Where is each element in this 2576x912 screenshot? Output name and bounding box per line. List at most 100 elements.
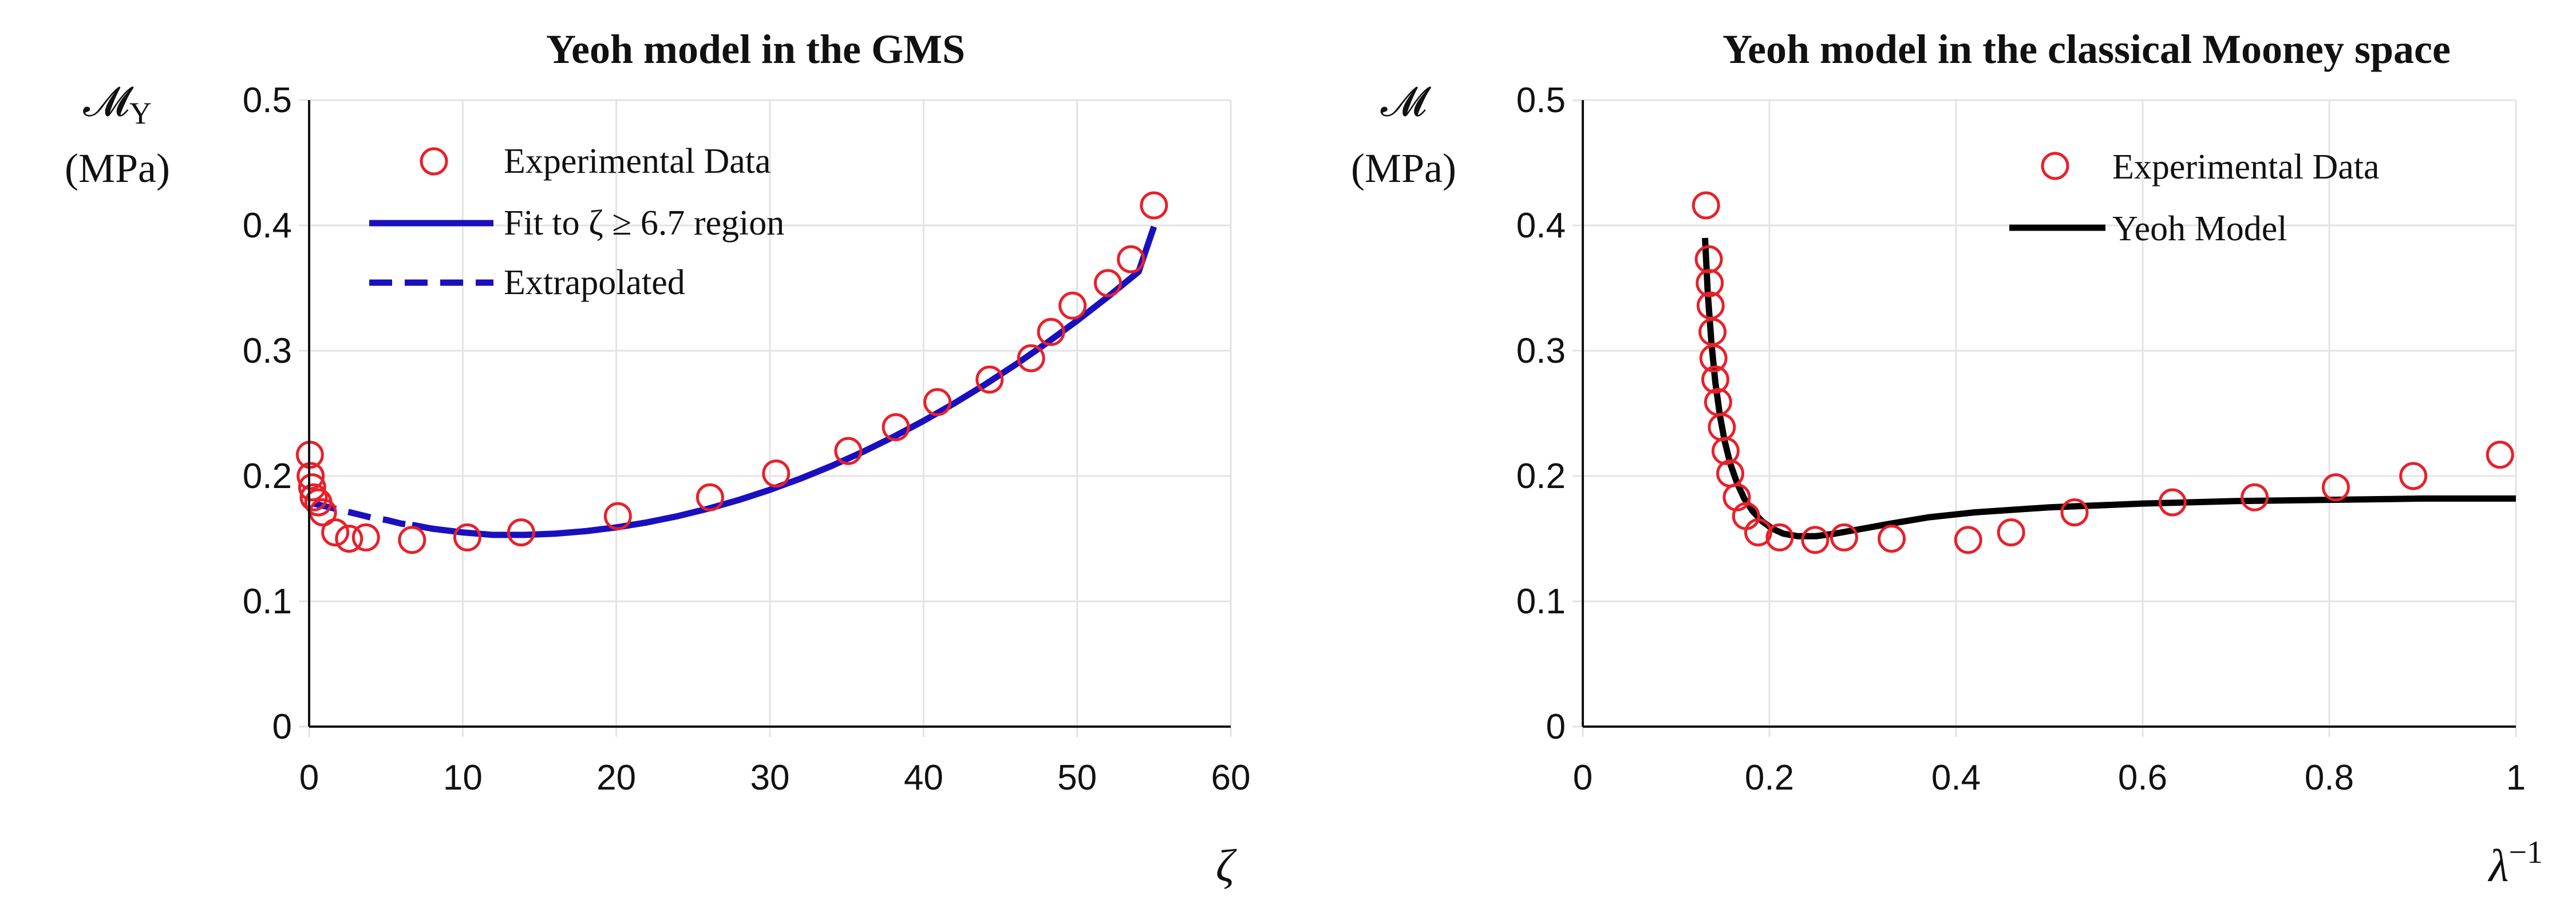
left-data-point <box>975 365 1004 394</box>
left-y-tick-label: 0.1 <box>243 582 292 621</box>
chart-gms: 0 0.1 0.2 0.3 0.4 0.5 0 10 20 30 40 50 60 Yeoh mode… <box>65 26 1250 891</box>
left-y-tick-label: 0.3 <box>243 331 292 371</box>
left-data-point <box>1117 245 1145 273</box>
right-x-tick-label: 0.8 <box>2305 758 2354 798</box>
left-data-point <box>309 498 337 527</box>
right-data-point <box>1696 269 1724 298</box>
left-y-label-symbol: 𝓜Y <box>83 79 152 130</box>
right-x-tick-labels: 0 0.2 0.4 0.6 0.8 1 <box>1573 758 2526 798</box>
left-x-tick-labels: 0 10 20 30 40 50 60 <box>299 758 1251 798</box>
right-data-point <box>1997 518 2025 547</box>
left-y-tick-label: 0.4 <box>243 206 292 245</box>
left-x-tick-label: 60 <box>1211 758 1251 798</box>
right-y-tick-label: 0.3 <box>1516 331 1566 371</box>
left-data-point <box>398 526 426 554</box>
right-data-point <box>1699 344 1728 372</box>
left-x-tick-label: 0 <box>299 758 319 798</box>
right-data-point <box>1744 518 1772 547</box>
left-data-point <box>882 413 910 442</box>
left-data-point <box>603 502 632 530</box>
left-x-tick-label: 30 <box>750 758 790 798</box>
left-y-tick-label: 0 <box>272 707 292 747</box>
right-x-tick-label: 0.4 <box>1931 758 1981 798</box>
left-y-tick-labels: 0 0.1 0.2 0.3 0.4 0.5 <box>243 81 292 747</box>
left-plot-marks <box>295 191 1168 554</box>
left-data-point <box>696 483 724 511</box>
right-y-tick-label: 0.4 <box>1516 206 1566 245</box>
left-data-point <box>923 388 951 417</box>
left-series-fit-line <box>411 225 1157 538</box>
left-data-point <box>453 523 481 552</box>
left-data-point <box>1017 344 1045 372</box>
left-y-label-sub: Y <box>129 96 152 130</box>
right-data-point <box>2486 441 2514 469</box>
right-x-tick-label: 0.6 <box>2118 758 2167 798</box>
left-legend-marker-experimental <box>420 147 448 176</box>
right-x-tick-label: 0.2 <box>1745 758 1794 798</box>
right-data-point <box>1701 365 1729 394</box>
left-series-extrapolated-line <box>313 500 413 528</box>
left-data-point <box>762 459 791 488</box>
left-data-point <box>1058 291 1087 320</box>
right-x-tick-label: 0 <box>1573 758 1593 798</box>
right-legend-label-experimental: Experimental Data <box>2112 148 2380 187</box>
right-y-label-unit: (MPa) <box>1351 145 1456 191</box>
left-data-point <box>351 523 380 552</box>
right-y-tick-label: 0.2 <box>1516 457 1566 496</box>
right-data-point <box>2399 462 2428 490</box>
left-data-point <box>1140 191 1168 220</box>
right-legend-marker-experimental <box>2041 152 2069 180</box>
right-series-fit-line <box>1702 237 2516 540</box>
right-y-tick-label: 0.5 <box>1516 81 1566 120</box>
left-y-label-main: 𝓜 <box>83 79 134 125</box>
left-legend: Experimental Data Fit to ζ ≥ 6.7 region … <box>369 142 784 302</box>
chart-mooney: 0 0.1 0.2 0.3 0.4 0.5 0 0.2 0.4 0.6 0.8 1 Yeoh mod… <box>1351 26 2543 891</box>
left-y-tick-label: 0.2 <box>243 457 292 496</box>
left-data-point <box>507 518 535 547</box>
right-chart-title: Yeoh model in the classical Mooney space <box>1722 26 2451 72</box>
right-data-point <box>2321 473 2350 502</box>
left-chart-title: Yeoh model in the GMS <box>546 26 965 72</box>
right-y-tick-label: 0.1 <box>1516 582 1566 621</box>
right-data-point <box>2241 483 2269 511</box>
left-x-tick-label: 40 <box>904 758 943 798</box>
left-legend-label-fit: Fit to ζ ≥ 6.7 region <box>504 204 784 243</box>
left-data-point <box>1037 318 1065 346</box>
right-x-label-sup: −1 <box>2509 835 2543 870</box>
left-data-point <box>321 518 350 547</box>
left-y-tick-label: 0.5 <box>243 81 292 120</box>
left-y-label-unit: (MPa) <box>65 145 170 191</box>
right-data-point <box>1830 523 1858 552</box>
right-data-point <box>1765 523 1794 552</box>
right-plot-marks <box>1692 191 2516 554</box>
left-x-tick-label: 20 <box>596 758 636 798</box>
right-legend: Experimental Data Yeoh Model <box>2009 148 2380 248</box>
left-x-tick-label: 10 <box>443 758 483 798</box>
left-x-label: ζ <box>1216 841 1237 891</box>
left-x-tick-label: 50 <box>1057 758 1097 798</box>
left-data-point <box>834 437 863 465</box>
left-data-point <box>299 483 328 511</box>
right-data-point <box>1711 437 1740 465</box>
left-gridlines <box>299 99 1232 737</box>
right-y-label-symbol: 𝓜 <box>1381 79 1432 125</box>
right-legend-label-yeoh: Yeoh Model <box>2112 209 2287 248</box>
right-data-point <box>2158 488 2187 517</box>
right-x-tick-label: 1 <box>2506 758 2526 798</box>
right-y-tick-labels: 0 0.1 0.2 0.3 0.4 0.5 <box>1516 81 1566 747</box>
left-data-point <box>297 462 325 490</box>
left-data-point <box>1093 269 1122 298</box>
right-x-label-main: λ <box>2488 841 2509 891</box>
right-data-point <box>1878 525 1906 553</box>
left-data-point <box>298 473 326 502</box>
right-data-point <box>1954 526 1982 554</box>
left-legend-label-extrapolated: Extrapolated <box>504 263 685 302</box>
left-data-point <box>335 525 364 553</box>
right-data-point <box>1801 526 1830 554</box>
right-y-tick-label: 0 <box>1546 707 1566 747</box>
right-data-point <box>2060 498 2089 527</box>
left-legend-label-experimental: Experimental Data <box>504 142 771 181</box>
right-x-label: λ−1 <box>2488 835 2543 891</box>
right-data-point <box>1692 191 1720 220</box>
